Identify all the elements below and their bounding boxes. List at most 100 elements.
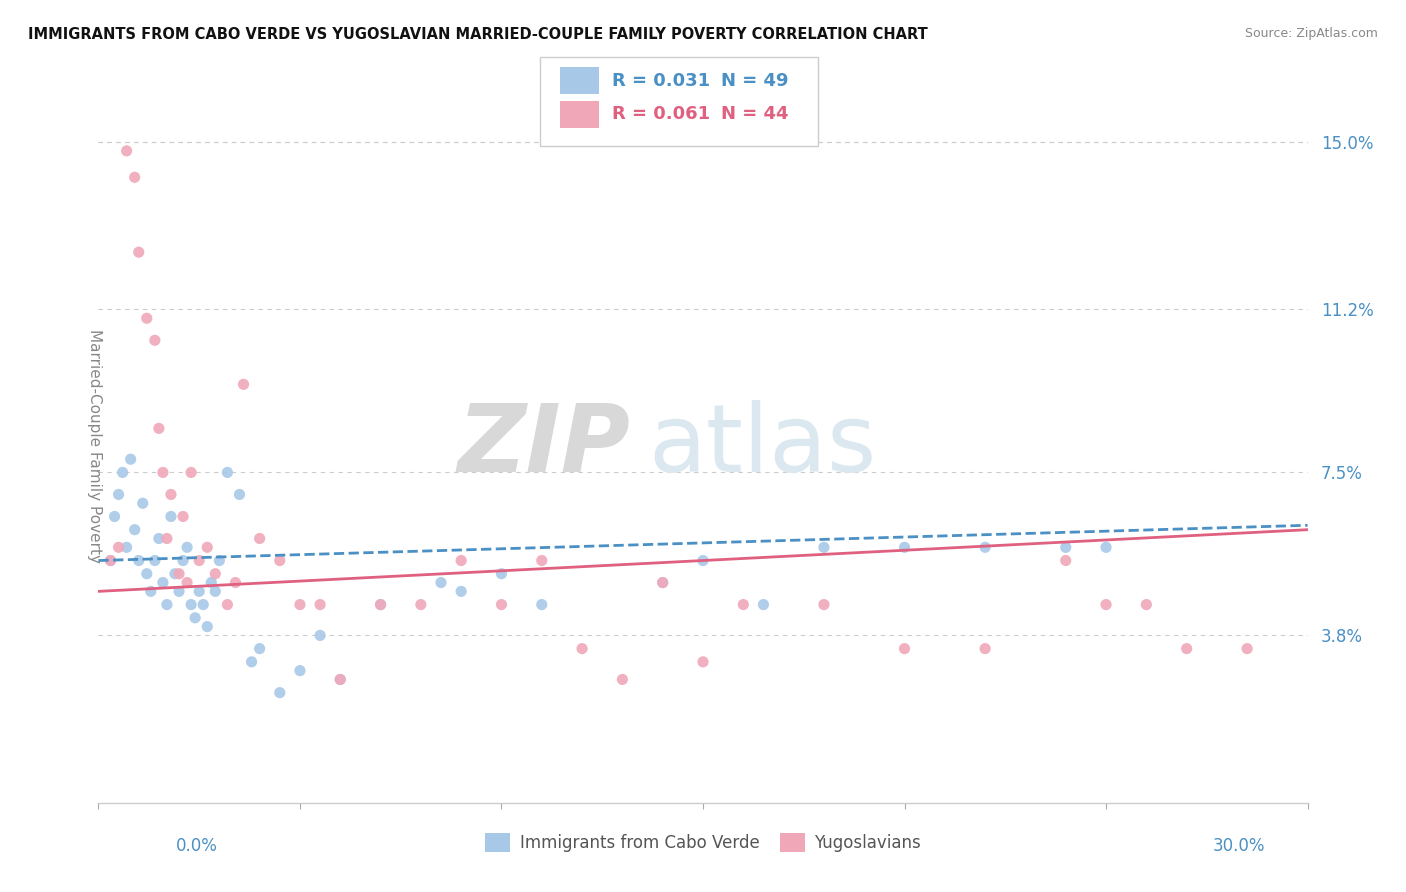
Point [217,598,239,612]
Point [176,541,198,555]
Point [1135,598,1157,612]
Point [167,566,190,581]
FancyBboxPatch shape [561,101,599,128]
Point [269,686,291,700]
Legend: Immigrants from Cabo Verde, Yugoslavians: Immigrants from Cabo Verde, Yugoslavians [478,826,928,859]
Point [370,598,392,612]
Point [612,673,634,687]
Point [188,553,211,567]
Point [135,566,157,581]
Point [128,245,150,260]
Point [813,598,835,612]
Point [160,509,183,524]
Point [100,553,122,567]
Point [309,628,332,642]
Point [329,673,352,687]
Point [107,487,129,501]
Point [120,452,142,467]
Text: N = 44: N = 44 [721,105,789,123]
Point [176,575,198,590]
Point [1095,598,1118,612]
Point [450,584,472,599]
Point [217,466,239,480]
Point [651,575,673,590]
Point [288,664,311,678]
Point [128,553,150,567]
Text: ZIP: ZIP [457,400,630,492]
Y-axis label: Married-Couple Family Poverty: Married-Couple Family Poverty [87,329,103,563]
Point [733,598,755,612]
Point [651,575,673,590]
Point [893,541,915,555]
Point [132,496,155,510]
Point [240,655,263,669]
Point [156,598,179,612]
Point [1095,541,1118,555]
Text: R = 0.061: R = 0.061 [613,105,710,123]
Text: atlas: atlas [648,400,877,492]
Point [893,641,915,656]
Point [143,553,166,567]
FancyBboxPatch shape [561,67,599,95]
Point [188,584,211,599]
Point [974,541,997,555]
Point [204,566,226,581]
Point [135,311,157,326]
Point [409,598,432,612]
Point [752,598,775,612]
Text: N = 49: N = 49 [721,71,789,89]
Point [115,541,138,555]
Text: IMMIGRANTS FROM CABO VERDE VS YUGOSLAVIAN MARRIED-COUPLE FAMILY POVERTY CORRELAT: IMMIGRANTS FROM CABO VERDE VS YUGOSLAVIA… [28,27,928,42]
Point [692,655,714,669]
Point [249,532,271,546]
Point [160,487,183,501]
Point [100,553,122,567]
Point [813,541,835,555]
Point [491,566,513,581]
Point [115,144,138,158]
Point [974,641,997,656]
Point [1054,553,1077,567]
Point [107,541,129,555]
Point [172,553,194,567]
Point [180,466,202,480]
Point [139,584,162,599]
Point [288,598,311,612]
Point [692,553,714,567]
Point [1054,541,1077,555]
Point [172,509,194,524]
Point [195,541,218,555]
Point [450,553,472,567]
Point [530,553,553,567]
Point [184,611,207,625]
Point [370,598,392,612]
Point [530,598,553,612]
Point [103,509,125,524]
Text: R = 0.031: R = 0.031 [613,71,710,89]
Text: 0.0%: 0.0% [176,837,218,855]
Point [309,598,332,612]
Point [491,598,513,612]
Point [249,641,271,656]
Point [180,598,202,612]
Text: Source: ZipAtlas.com: Source: ZipAtlas.com [1244,27,1378,40]
Point [195,619,218,633]
Point [156,532,179,546]
Point [152,466,174,480]
Point [571,641,593,656]
Point [124,523,146,537]
Point [269,553,291,567]
Point [1236,641,1258,656]
Point [232,377,254,392]
Text: 30.0%: 30.0% [1213,837,1265,855]
Point [148,421,170,435]
Point [224,575,246,590]
Point [329,673,352,687]
Point [111,466,134,480]
Point [204,584,226,599]
Point [148,532,170,546]
Point [228,487,250,501]
Point [1175,641,1198,656]
Point [200,575,222,590]
Point [208,553,231,567]
